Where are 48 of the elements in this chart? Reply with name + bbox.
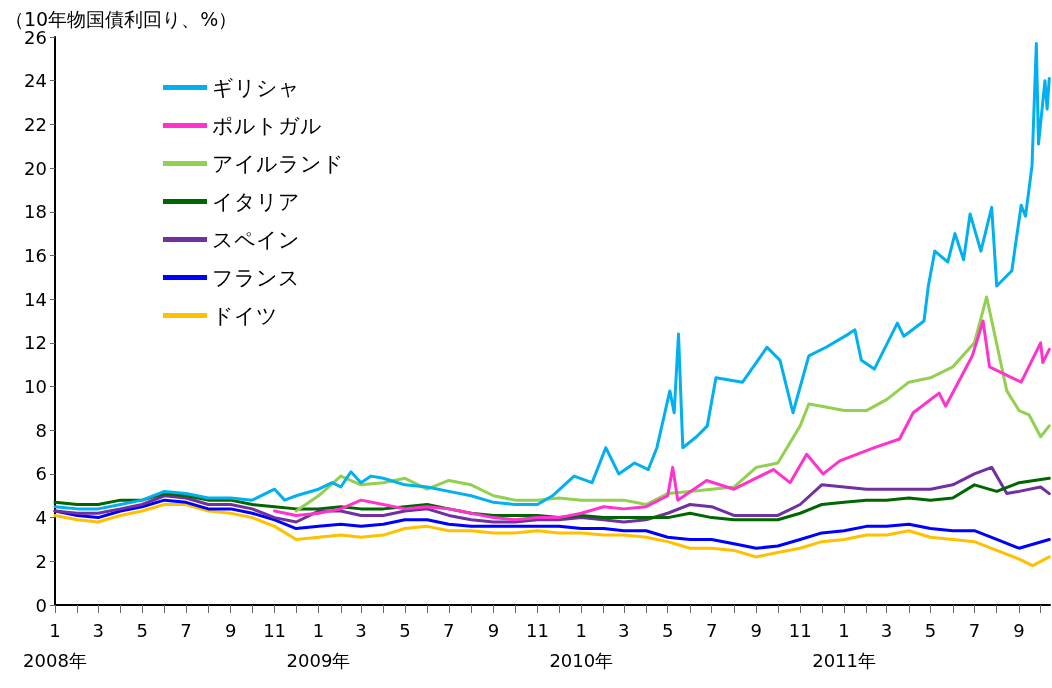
y-tick-label: 18: [24, 201, 47, 223]
y-tick-label: 2: [35, 550, 47, 572]
y-tick-label: 8: [35, 419, 47, 441]
x-tick-label: 7: [443, 619, 455, 641]
y-tick-label: 20: [24, 157, 47, 179]
x-tick-label: 9: [750, 619, 762, 641]
x-tick-label: 11: [263, 619, 287, 641]
legend-label: ギリシャ: [212, 75, 300, 100]
x-tick-label: 5: [661, 619, 674, 641]
x-tick-label: 3: [880, 619, 893, 641]
x-tick-label: 3: [618, 619, 630, 641]
y-tick-label: 4: [35, 507, 47, 529]
line-series: [53, 42, 1051, 511]
x-tick-label: 1 2010年: [549, 619, 614, 671]
x-tick-label: 9: [487, 619, 500, 641]
x-tick-label: 7: [180, 619, 192, 641]
y-tick-label: 10: [24, 376, 47, 398]
legend-label: ドイツ: [212, 303, 278, 328]
x-tick-label: 3: [92, 619, 104, 641]
legend-label: イタリア: [212, 189, 300, 214]
x-tick-label: 1 2009年: [286, 619, 351, 671]
x-tick-label: 7: [705, 619, 718, 641]
legend-label: アイルランド: [212, 151, 344, 176]
x-tick-label: 11: [788, 619, 812, 641]
x-tick-label: 5: [136, 619, 148, 641]
x-tick-label: 5: [924, 619, 937, 641]
legend-label: スペイン: [212, 227, 300, 252]
legend-label: フランス: [212, 265, 300, 290]
line-series: [53, 465, 1051, 524]
line-series: [53, 503, 1051, 568]
line-series: [273, 319, 1051, 522]
y-tick-label: 14: [24, 288, 47, 310]
y-tick-label: 24: [24, 70, 47, 92]
y-tick-label: 0: [35, 594, 47, 616]
x-tick-label: 9: [224, 619, 237, 641]
y-tick-label: 22: [24, 113, 47, 135]
x-tick-label: 7: [968, 619, 981, 641]
y-tick-label: 12: [24, 332, 47, 354]
x-tick-label: 5: [399, 619, 411, 641]
x-tick-label: 9: [1013, 619, 1025, 641]
y-tick-label: 16: [24, 244, 47, 266]
x-tick-label: 3: [355, 619, 367, 641]
x-tick-label: 1 2008年: [23, 619, 87, 671]
y-tick-label: 6: [35, 463, 47, 485]
x-tick-label: 11: [525, 619, 549, 641]
x-tick-label: 1 2011年: [812, 619, 876, 671]
legend-label: ポルトガル: [212, 113, 322, 138]
line-series: [294, 295, 1051, 513]
